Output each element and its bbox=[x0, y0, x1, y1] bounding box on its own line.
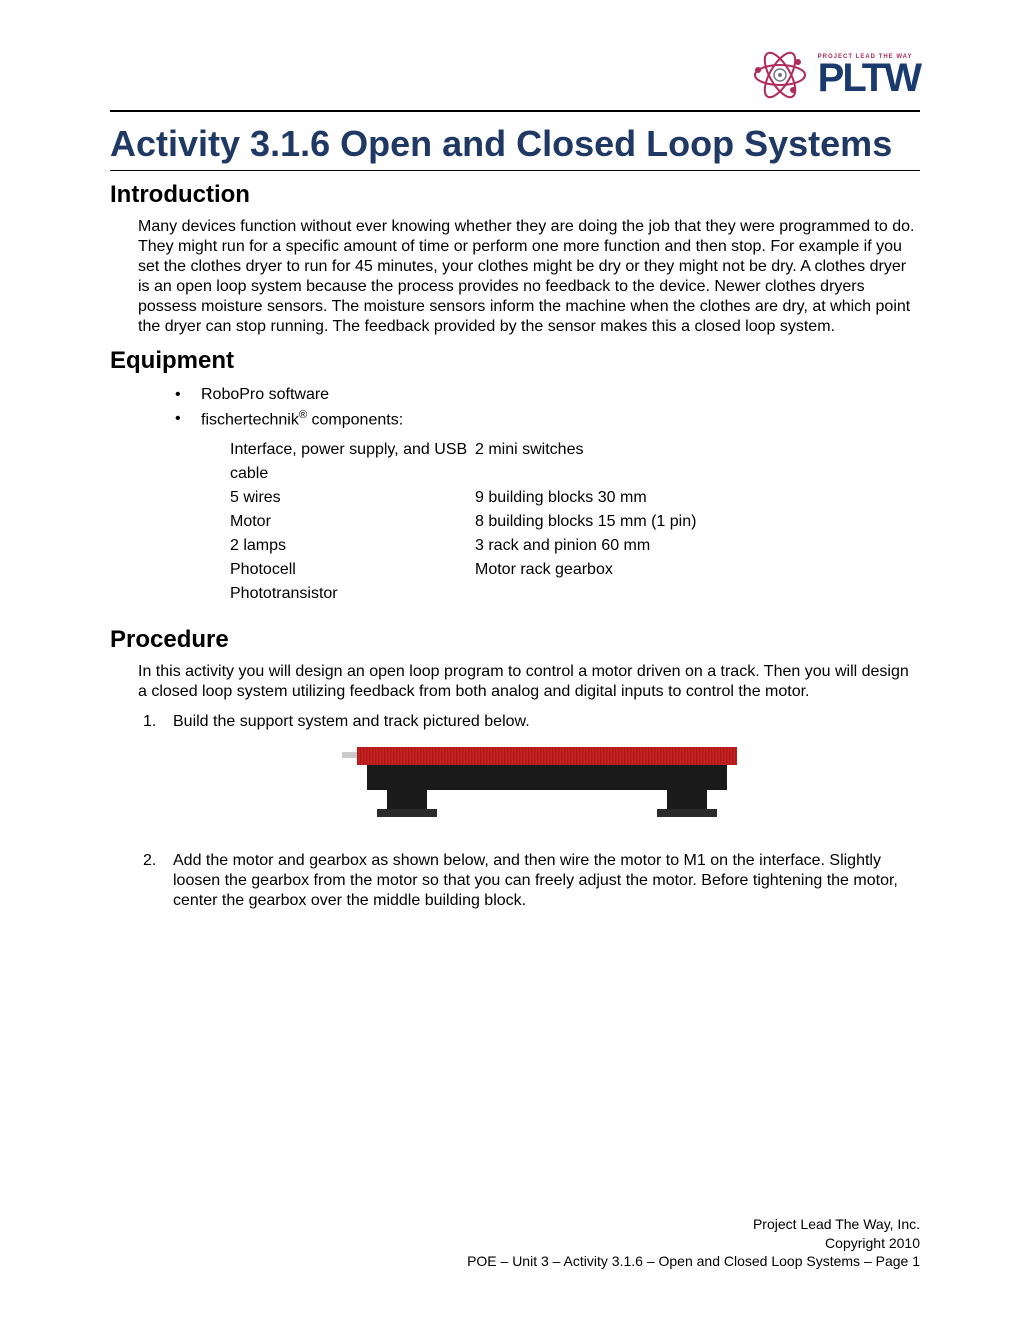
equipment-item: fischertechnik® components: bbox=[165, 407, 920, 432]
equipment-list: RoboPro software fischertechnik® compone… bbox=[165, 383, 920, 432]
component-cell: 2 mini switches bbox=[475, 438, 920, 486]
equipment-heading: Equipment bbox=[110, 347, 920, 375]
procedure-step: Add the motor and gearbox as shown below… bbox=[138, 851, 920, 911]
component-cell: Interface, power supply, and USB cable bbox=[230, 438, 475, 486]
component-cell: 5 wires bbox=[230, 486, 475, 510]
component-cell: 9 building blocks 30 mm bbox=[475, 486, 920, 510]
component-cell: Motor rack gearbox bbox=[475, 558, 920, 582]
procedure-list: Build the support system and track pictu… bbox=[138, 712, 920, 911]
procedure-step: Build the support system and track pictu… bbox=[138, 712, 920, 837]
footer-line: Project Lead The Way, Inc. bbox=[467, 1215, 920, 1233]
page-title: Activity 3.1.6 Open and Closed Loop Syst… bbox=[110, 122, 920, 165]
footer-line: Copyright 2010 bbox=[467, 1234, 920, 1252]
component-cell: Motor bbox=[230, 510, 475, 534]
component-cell: Phototransistor bbox=[230, 582, 475, 606]
introduction-text: Many devices function without ever knowi… bbox=[138, 217, 920, 337]
components-table: Interface, power supply, and USB cable 2… bbox=[230, 438, 920, 606]
procedure-heading: Procedure bbox=[110, 626, 920, 654]
header-divider bbox=[110, 110, 920, 112]
page-footer: Project Lead The Way, Inc. Copyright 201… bbox=[467, 1215, 920, 1270]
logo-container: PROJECT LEAD THE WAY PLTW bbox=[748, 50, 920, 100]
equipment-item: RoboPro software bbox=[165, 383, 920, 407]
component-cell: 3 rack and pinion 60 mm bbox=[475, 534, 920, 558]
component-cell bbox=[475, 582, 920, 606]
introduction-heading: Introduction bbox=[110, 181, 920, 209]
logo-main: PLTW bbox=[818, 60, 920, 96]
atom-icon bbox=[748, 50, 813, 100]
header-logo: PROJECT LEAD THE WAY PLTW bbox=[110, 50, 920, 105]
component-cell: Photocell bbox=[230, 558, 475, 582]
logo-text: PROJECT LEAD THE WAY PLTW bbox=[818, 54, 920, 96]
title-container: Activity 3.1.6 Open and Closed Loop Syst… bbox=[110, 122, 920, 171]
procedure-intro: In this activity you will design an open… bbox=[138, 662, 920, 702]
component-cell: 8 building blocks 15 mm (1 pin) bbox=[475, 510, 920, 534]
footer-line: POE – Unit 3 – Activity 3.1.6 – Open and… bbox=[467, 1252, 920, 1270]
track-diagram bbox=[357, 742, 737, 822]
component-cell: 2 lamps bbox=[230, 534, 475, 558]
